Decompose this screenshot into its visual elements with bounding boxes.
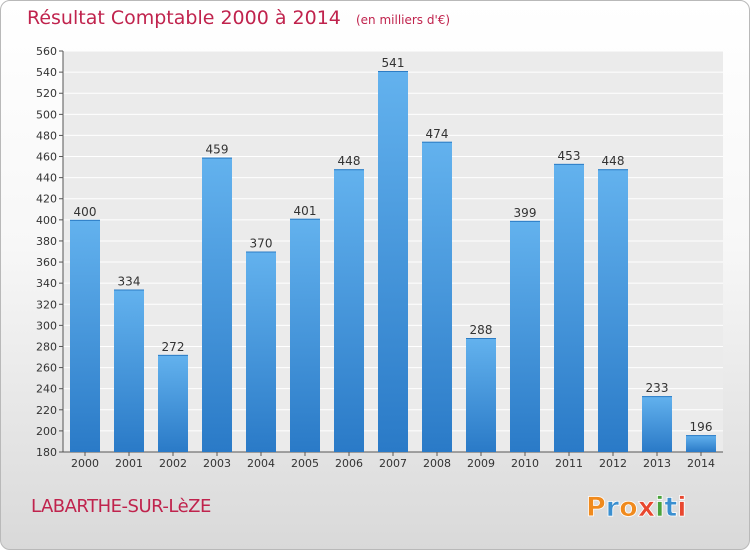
bar <box>598 169 628 453</box>
x-tick-label: 2009 <box>467 457 495 470</box>
y-tick-label: 260 <box>36 362 57 375</box>
logo-letter: t <box>664 492 677 523</box>
data-label: 400 <box>74 205 97 219</box>
y-tick-label: 560 <box>36 45 57 58</box>
data-label: 196 <box>690 420 713 434</box>
bar <box>202 157 232 452</box>
y-tick-label: 340 <box>36 277 57 290</box>
bar <box>642 396 672 452</box>
y-tick-label: 180 <box>36 446 57 459</box>
data-label: 272 <box>162 340 185 354</box>
y-tick-label: 280 <box>36 340 57 353</box>
data-label: 370 <box>250 237 273 251</box>
logo-letter: x <box>638 492 655 523</box>
y-tick-label: 460 <box>36 151 57 164</box>
y-tick-label: 300 <box>36 319 57 332</box>
logo-letter: o <box>619 492 638 523</box>
x-tick-label: 2010 <box>511 457 539 470</box>
y-tick-label: 220 <box>36 404 57 417</box>
data-label: 541 <box>382 56 405 70</box>
bar <box>158 354 188 452</box>
bar <box>510 220 540 452</box>
y-tick-label: 500 <box>36 108 57 121</box>
chart-title: Résultat Comptable 2000 à 2014 <box>27 7 341 29</box>
bar <box>334 169 364 453</box>
title-row: Résultat Comptable 2000 à 2014 (en milli… <box>27 7 450 29</box>
y-tick-label: 360 <box>36 256 57 269</box>
y-tick-label: 420 <box>36 193 57 206</box>
logo-letter: i <box>677 492 686 523</box>
bar <box>554 163 584 453</box>
chart-subtitle: (en milliers d'€) <box>355 13 451 27</box>
bar <box>290 218 320 452</box>
y-tick-label: 480 <box>36 129 57 142</box>
y-tick-label: 520 <box>36 87 57 100</box>
x-tick-label: 2012 <box>599 457 627 470</box>
data-label: 448 <box>602 154 625 168</box>
data-label: 334 <box>118 274 141 288</box>
proxiti-logo: Proxiti <box>586 492 687 523</box>
logo-letter: i <box>655 492 664 523</box>
x-tick-label: 2013 <box>643 457 671 470</box>
data-label: 399 <box>514 206 537 220</box>
x-tick-label: 2001 <box>115 457 143 470</box>
commune-name: LABARTHE-SUR-LèZE <box>31 496 211 517</box>
y-tick-label: 540 <box>36 66 57 79</box>
logo-letter: r <box>606 492 620 523</box>
data-label: 453 <box>558 149 581 163</box>
logo-letter: P <box>586 492 606 523</box>
data-label: 459 <box>206 143 229 157</box>
bar <box>246 251 276 452</box>
bar <box>70 219 100 452</box>
x-tick-label: 2008 <box>423 457 451 470</box>
x-tick-label: 2007 <box>379 457 407 470</box>
bar <box>686 435 716 452</box>
data-label: 448 <box>338 154 361 168</box>
bar <box>378 71 408 453</box>
bar <box>114 289 144 452</box>
y-tick-label: 200 <box>36 425 57 438</box>
logo-text: Proxiti <box>586 492 687 523</box>
x-tick-label: 2002 <box>159 457 187 470</box>
x-tick-label: 2006 <box>335 457 363 470</box>
x-tick-label: 2011 <box>555 457 583 470</box>
x-tick-label: 2004 <box>247 457 275 470</box>
y-tick-label: 240 <box>36 383 57 396</box>
y-tick-label: 400 <box>36 214 57 227</box>
data-label: 233 <box>646 381 669 395</box>
bar <box>422 141 452 452</box>
y-tick-label: 440 <box>36 172 57 185</box>
y-tick-label: 320 <box>36 298 57 311</box>
x-tick-label: 2000 <box>71 457 99 470</box>
data-label: 474 <box>426 127 449 141</box>
data-label: 401 <box>294 204 317 218</box>
x-tick-label: 2003 <box>203 457 231 470</box>
y-tick-label: 380 <box>36 235 57 248</box>
bar <box>466 338 496 452</box>
data-label: 288 <box>470 323 493 337</box>
x-tick-label: 2014 <box>687 457 715 470</box>
x-tick-label: 2005 <box>291 457 319 470</box>
